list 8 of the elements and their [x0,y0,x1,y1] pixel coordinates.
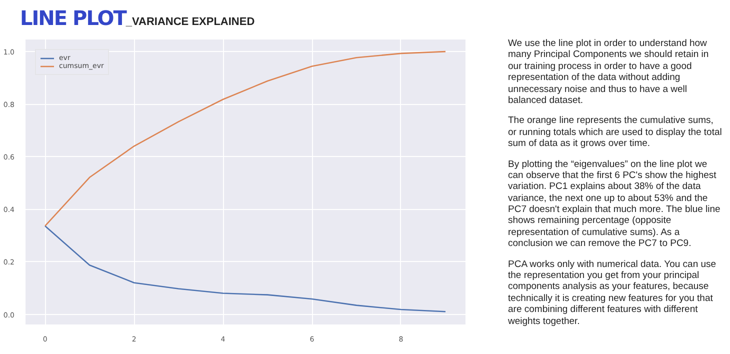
line-series [44,50,446,227]
text: PCA works only with numerical data. You can use the representation you get from your principal components analysis as your features, because technically it is creating new features for you that are combining different features with different weights together. [508,258,718,327]
text: We use the line plot in order to understand how many Principal Components we should retain in our training process in order to have a good representation of the data without adding unnecessary noise and thus to have a well balanced dataset. [508,38,710,106]
line-series [44,225,446,312]
chart-title: LINE PLOT [20,6,126,30]
text: The orange line represents the cumulative sums, or running totals which are used to display the total sum of data as it grows over time. [508,115,723,150]
text: By plotting the “eigenvalues” on the line plot we can observe that the first 6 PC's show the highest variation. PC1 explains about 38% of the data variance, the next one up to about 53% and the PC7 doesn't explain that much more. The blue line shows remaining percentage (opposite representation of cumulative sums). As a conclusion we can remove the PC7 to PC9. [508,158,722,250]
chart-subtitle: _VARIANCE EXPLAINED [126,16,255,28]
